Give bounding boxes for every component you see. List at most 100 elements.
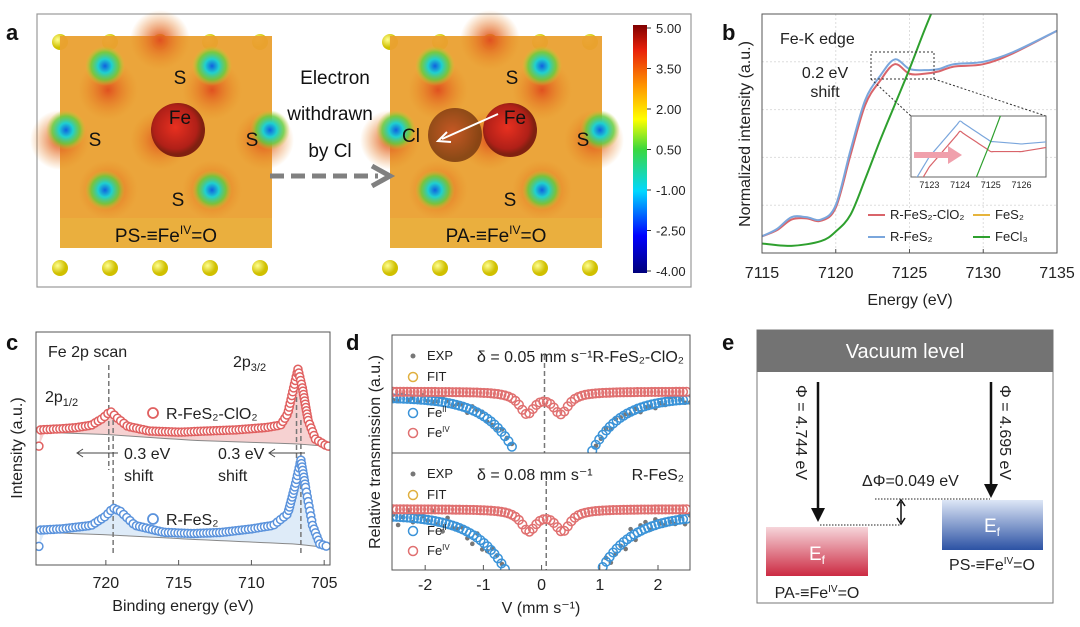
negative-region bbox=[250, 110, 290, 150]
fe-iv-point bbox=[430, 386, 441, 398]
x-tick-label: 7130 bbox=[965, 265, 1001, 282]
fe-iv-point bbox=[555, 526, 566, 537]
fe-iv-point bbox=[660, 504, 671, 515]
sulfur-atom bbox=[152, 260, 168, 276]
x-tick-label: 705 bbox=[311, 575, 338, 592]
fe-iv-point bbox=[395, 504, 406, 515]
sample-label-top: R-FeS₂-ClO₂ bbox=[592, 349, 684, 366]
legend-text: EXP bbox=[427, 348, 453, 363]
panel-a-charge-density: S Fe S S S S Fe Cl S S Electron withdrawn by Cl P… bbox=[30, 10, 692, 288]
fe-iv-point bbox=[443, 387, 455, 398]
fe-iv-point bbox=[489, 505, 500, 517]
inset-tick-label: 7126 bbox=[1011, 180, 1031, 190]
fe-ii-point bbox=[426, 515, 437, 526]
caption-band bbox=[60, 218, 272, 248]
atom-label: Fe bbox=[504, 108, 526, 129]
legend-text: Fe bbox=[427, 405, 442, 420]
legend-marker bbox=[407, 371, 419, 383]
legend-marker bbox=[407, 427, 419, 439]
negative-region bbox=[522, 46, 562, 86]
fe-iv-point bbox=[618, 387, 629, 398]
fe-iv-point bbox=[625, 504, 636, 515]
fe-iv-point bbox=[615, 387, 626, 398]
plot-d-xlabel: V (mm s⁻¹) bbox=[502, 600, 581, 617]
fe-iv-point bbox=[611, 387, 622, 398]
fe-iv-point bbox=[650, 386, 661, 398]
fe-iv-point bbox=[426, 386, 437, 398]
fe-iv-point bbox=[653, 504, 664, 515]
fe-iv-point bbox=[409, 386, 420, 397]
legend-label-feIV: FeIV bbox=[427, 425, 450, 440]
fe-iv-point bbox=[520, 408, 531, 420]
panel-label-d: d bbox=[346, 330, 359, 355]
zoom-line bbox=[870, 78, 912, 117]
fe-iv-point bbox=[597, 387, 608, 399]
fe-iv-point bbox=[517, 519, 528, 530]
fe-iv-point bbox=[636, 387, 647, 398]
phi-left-label: Φ = 4.744 eV bbox=[792, 385, 809, 480]
fe-iv-point bbox=[632, 387, 643, 398]
plot-c-title: Fe 2p scan bbox=[48, 344, 127, 361]
fe-iv-point bbox=[419, 386, 430, 397]
arrowhead bbox=[984, 484, 998, 498]
positive-region bbox=[130, 10, 190, 70]
fe-iv-point bbox=[437, 504, 448, 515]
x-tick-label: 720 bbox=[93, 575, 120, 592]
fe-iv-point bbox=[657, 504, 668, 515]
fe-iv-point bbox=[639, 386, 650, 398]
vacuum-level-bar bbox=[757, 330, 1053, 372]
fe-iv-point bbox=[587, 388, 598, 399]
fe-iv-point bbox=[667, 504, 678, 515]
arrow-text-line3: by Cl bbox=[308, 141, 351, 162]
plot-c-xlabel: Binding energy (eV) bbox=[112, 598, 253, 615]
legend-marker bbox=[410, 471, 416, 477]
sulfur-atom bbox=[382, 260, 398, 276]
left-material-label: PA-≡FeIV=O bbox=[775, 584, 860, 602]
legend-marker bbox=[407, 525, 419, 537]
fe-iv-point bbox=[639, 504, 650, 515]
panel-e-work-function: Vacuum level Φ = 4.744 eV Φ = 4.695 eV Δ… bbox=[756, 329, 1054, 604]
fe-iv-point bbox=[450, 504, 462, 515]
x-tick-label: 715 bbox=[165, 575, 192, 592]
inset-line bbox=[922, 130, 1046, 177]
colorbar-tick-label: 5.00 bbox=[656, 21, 681, 36]
fe-iv-point bbox=[475, 505, 486, 516]
sulfur-atom bbox=[582, 260, 598, 276]
fe-iv-point bbox=[423, 504, 434, 515]
fe-iv-point bbox=[412, 504, 423, 515]
negative-region bbox=[46, 110, 86, 150]
colorbar-tick-label: -1.00 bbox=[656, 183, 686, 198]
fe-iv-point bbox=[454, 504, 465, 515]
legend-marker-red bbox=[147, 407, 159, 419]
inset-tick-label: 7125 bbox=[981, 180, 1001, 190]
fe-iv-point bbox=[653, 386, 664, 397]
arrowhead bbox=[370, 163, 396, 189]
fe-iv-point bbox=[660, 386, 671, 397]
fe-iv-point bbox=[485, 505, 496, 516]
negative-region bbox=[415, 170, 455, 210]
panel-b-xanes: Fe-K edge 0.2 eV shift 7123 7124 7125 7126 … bbox=[737, 13, 1075, 309]
atom-label: S bbox=[174, 68, 187, 89]
inset-frame bbox=[910, 115, 1047, 178]
fe-iv-point bbox=[392, 386, 399, 397]
fe-ii-point bbox=[440, 397, 451, 408]
fe-iv-point bbox=[482, 505, 493, 516]
x-tick-label: 1 bbox=[595, 577, 604, 594]
fe-iv-point bbox=[430, 504, 441, 515]
legend-marker bbox=[407, 407, 419, 419]
fe-iv-point bbox=[405, 504, 416, 515]
plot-c-ylabel: Intensity (a.u.) bbox=[9, 397, 26, 498]
x-tick-label: 7125 bbox=[892, 265, 928, 282]
fe-ii-point bbox=[499, 563, 510, 570]
fe-iv-point bbox=[447, 504, 458, 515]
legend-label-feIV: FeIV bbox=[427, 543, 450, 558]
fe-ii-point bbox=[653, 397, 664, 409]
x-tick-label: 2 bbox=[654, 577, 663, 594]
fe-iv-point bbox=[457, 504, 469, 515]
fe-iv-point bbox=[643, 504, 654, 515]
fe-iv-point bbox=[464, 387, 476, 398]
fe-iv-point bbox=[437, 386, 448, 398]
inset-tick-label: 7123 bbox=[919, 180, 939, 190]
fe-iv-point bbox=[618, 504, 629, 515]
fe-iv-point bbox=[608, 505, 619, 516]
